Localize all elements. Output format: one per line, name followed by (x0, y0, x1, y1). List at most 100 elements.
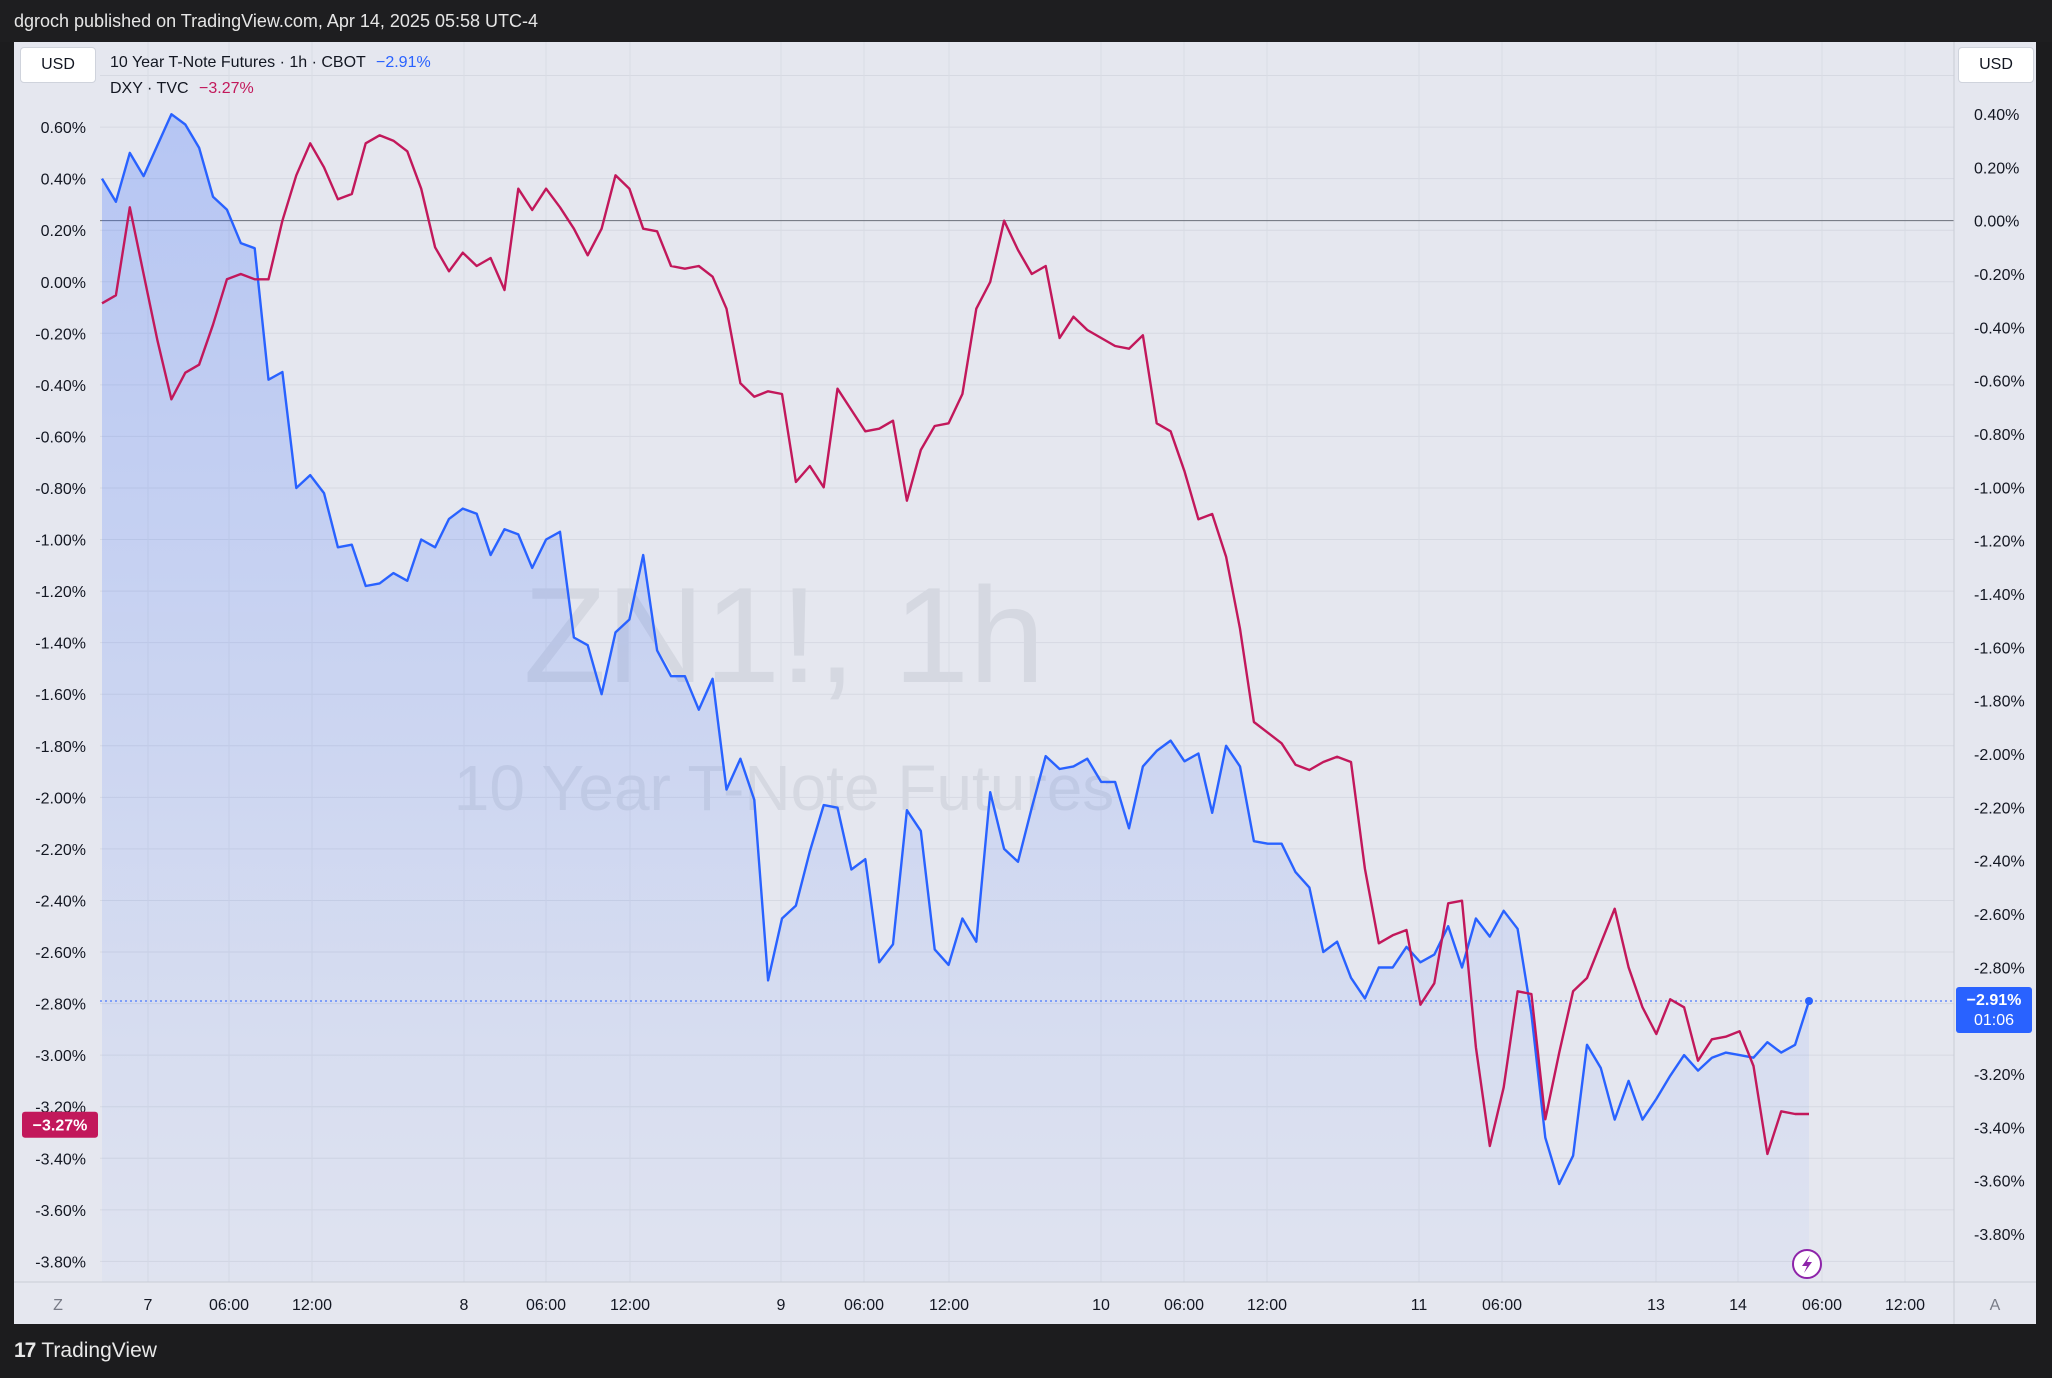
data-point (1503, 1087, 1504, 1088)
data-point (1517, 991, 1518, 992)
data-point (143, 274, 144, 275)
data-point (920, 830, 921, 831)
auto-scale-right-button[interactable]: A (1990, 1297, 2001, 1314)
data-point (1184, 761, 1185, 762)
legend-series2[interactable]: DXY · TVC −3.27% (110, 80, 254, 98)
data-point (296, 175, 297, 176)
left-price-badge: −3.27% (22, 1111, 98, 1138)
left-axis-tick-label: -3.60% (35, 1203, 86, 1220)
left-axis-tick-label: -2.80% (35, 997, 86, 1014)
data-point (657, 650, 658, 651)
data-point (199, 364, 200, 365)
data-point (1503, 910, 1504, 911)
data-point (768, 391, 769, 392)
data-point (157, 340, 158, 341)
footer-bar (0, 1324, 2052, 1378)
data-point (754, 799, 755, 800)
data-point (1614, 1119, 1615, 1120)
data-point (1142, 766, 1143, 767)
data-point (518, 188, 519, 189)
left-axis-tick-label: -1.80% (35, 739, 86, 756)
data-point (1364, 998, 1365, 999)
left-axis-tick-label: 0.40% (41, 172, 86, 189)
data-point (1628, 967, 1629, 968)
data-point (893, 420, 894, 421)
data-point (254, 248, 255, 249)
data-point (1628, 1080, 1629, 1081)
data-point (1795, 1114, 1796, 1115)
data-point (1448, 903, 1449, 904)
data-point (1739, 1031, 1740, 1032)
lightning-icon[interactable] (1792, 1249, 1822, 1279)
data-point (1420, 1004, 1421, 1005)
time-axis-tick-label: 10 (1092, 1297, 1110, 1314)
data-point (115, 295, 116, 296)
right-axis-tick-label: -2.40% (1974, 854, 2025, 871)
time-axis-tick-label: 9 (777, 1297, 786, 1314)
data-point (1004, 220, 1005, 221)
time-axis-tick-label: 12:00 (292, 1297, 332, 1314)
right-axis-tick-label: -0.80% (1974, 427, 2025, 444)
data-point (351, 194, 352, 195)
left-badge-value: −3.27% (33, 1118, 88, 1135)
data-point (310, 475, 311, 476)
left-price-axis[interactable]: 0.80%0.60%0.40%0.20%0.00%-0.20%-0.40%-0.… (35, 69, 86, 1272)
data-point (1031, 274, 1032, 275)
data-point (504, 529, 505, 530)
data-point (102, 303, 103, 304)
data-point (1545, 1137, 1546, 1138)
data-point (906, 500, 907, 501)
price-chart[interactable]: ZN1!, 1h 10 Year T-Note Futures 0.80%0.6… (14, 42, 2036, 1324)
data-point (1670, 1075, 1671, 1076)
data-point (1240, 628, 1241, 629)
data-point (1364, 868, 1365, 869)
data-point (671, 266, 672, 267)
data-point (906, 810, 907, 811)
data-point (1170, 431, 1171, 432)
data-point (1767, 1042, 1768, 1043)
data-point (1434, 954, 1435, 955)
right-axis-tick-label: -3.80% (1974, 1227, 2025, 1244)
data-point (115, 201, 116, 202)
time-axis-tick-label: 06:00 (1802, 1297, 1842, 1314)
left-axis-tick-label: -0.20% (35, 326, 86, 343)
data-point (1753, 1057, 1754, 1058)
data-point (1378, 943, 1379, 944)
data-point (1781, 1052, 1782, 1053)
data-point (1448, 926, 1449, 927)
data-point (1531, 994, 1532, 995)
right-price-axis[interactable]: 0.40% 0.20% 0.00% -0.20% -0.40% -0.60% -0.80% -… (1974, 107, 2025, 1244)
data-point (1531, 1013, 1532, 1014)
legend-series1[interactable]: 10 Year T-Note Futures · 1h · CBOT −2.91… (110, 54, 431, 72)
data-point (740, 758, 741, 759)
right-axis-tick-label: -3.60% (1974, 1174, 2025, 1191)
data-point (421, 539, 422, 540)
data-point (837, 807, 838, 808)
data-point (449, 271, 450, 272)
currency-button-right[interactable]: USD (1958, 47, 2034, 83)
currency-button-left[interactable]: USD (20, 47, 96, 83)
right-axis-tick-label: -2.80% (1974, 960, 2025, 977)
tradingview-logo[interactable]: 17 TradingView (14, 1339, 157, 1363)
data-point (1281, 843, 1282, 844)
data-point (601, 228, 602, 229)
legend-series2-change: −3.27% (199, 80, 254, 97)
time-axis[interactable]: 7 06:00 12:00 8 06:00 12:00 9 06:00 12:00 10 06:00… (144, 1297, 1926, 1314)
data-point (1462, 967, 1463, 968)
right-axis-tick-label: -1.80% (1974, 694, 2025, 711)
data-point (1073, 316, 1074, 317)
data-point (185, 124, 186, 125)
data-point (1642, 1119, 1643, 1120)
data-point (726, 789, 727, 790)
data-point (1031, 807, 1032, 808)
data-point (823, 487, 824, 488)
data-point (449, 518, 450, 519)
right-axis-tick-label: 0.40% (1974, 107, 2019, 124)
data-point (1642, 1007, 1643, 1008)
data-point (587, 645, 588, 646)
data-point (268, 379, 269, 380)
data-point (976, 941, 977, 942)
data-point (1309, 770, 1310, 771)
auto-scale-left-button[interactable]: Z (53, 1297, 63, 1314)
data-point (1753, 1066, 1754, 1067)
